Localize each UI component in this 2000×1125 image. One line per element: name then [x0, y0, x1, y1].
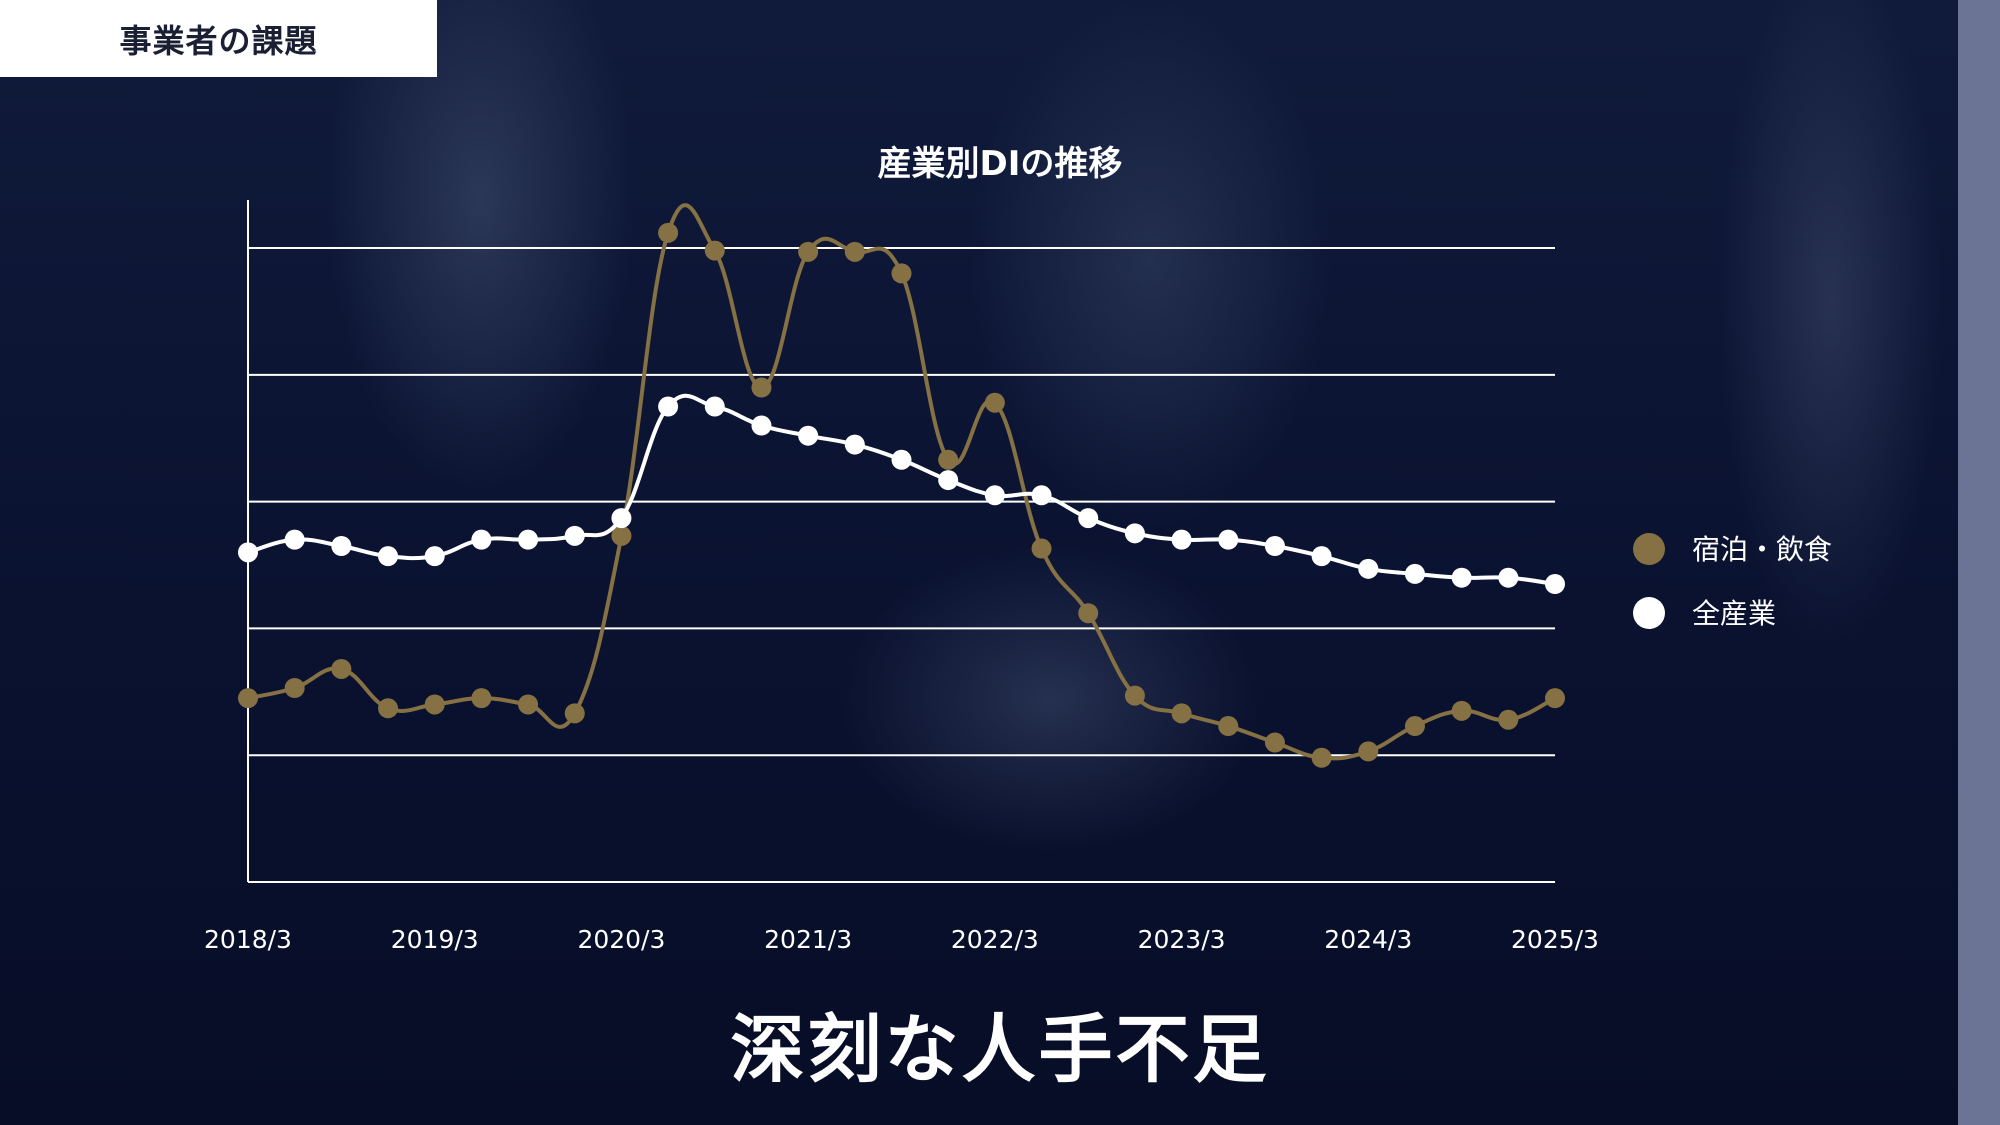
data-point [1264, 732, 1285, 753]
x-tick-label: 2020/3 [577, 925, 665, 954]
data-point [1358, 741, 1379, 762]
data-point [1171, 529, 1192, 550]
data-point [331, 536, 352, 556]
data-point [938, 470, 959, 491]
data-point [658, 396, 679, 417]
data-point [378, 546, 399, 567]
data-point [1264, 536, 1285, 556]
data-point [1124, 685, 1145, 706]
data-point [1218, 529, 1239, 550]
x-tick-label: 2022/3 [951, 925, 1039, 954]
data-point [1124, 523, 1145, 544]
data-point [611, 525, 632, 546]
chart-title: 産業別DIの推移 [878, 144, 1123, 184]
data-point [751, 415, 772, 436]
data-point [518, 694, 539, 715]
legend-marker [1633, 533, 1665, 565]
data-point [1078, 508, 1099, 529]
data-point [1451, 700, 1472, 721]
x-tick-label: 2019/3 [391, 925, 479, 954]
x-tick-label: 2024/3 [1324, 925, 1412, 954]
series-layer [238, 203, 1565, 768]
data-point [984, 485, 1005, 506]
legend-marker [1633, 597, 1665, 629]
data-point [1171, 703, 1192, 724]
data-point [984, 392, 1005, 413]
data-point [564, 525, 585, 546]
x-tick-label: 2021/3 [764, 925, 852, 954]
headline: 深刻な人手不足 [730, 1007, 1270, 1093]
data-point [238, 542, 258, 563]
data-point [1498, 709, 1519, 730]
data-point [938, 449, 959, 470]
data-point [1311, 747, 1332, 768]
data-point [1451, 567, 1472, 588]
data-point [1218, 716, 1239, 737]
data-point [1031, 538, 1052, 559]
data-point [331, 658, 352, 679]
data-point [471, 688, 492, 709]
data-point [1358, 558, 1379, 579]
data-point [471, 529, 492, 550]
data-point [1404, 716, 1425, 737]
legend-label: 宿泊・飲食 [1692, 533, 1832, 566]
data-point [238, 688, 258, 709]
data-point [424, 546, 445, 567]
x-tick-label: 2025/3 [1511, 925, 1599, 954]
data-point [844, 434, 865, 455]
data-point [518, 529, 539, 550]
x-tick-layer: 2018/3 2019/3 2020/3 2021/3 2022/3 2023/3 2024… [204, 925, 1599, 954]
data-point [284, 678, 305, 699]
data-point [424, 694, 445, 715]
data-point [798, 425, 819, 446]
data-point [704, 396, 725, 417]
data-point [611, 508, 632, 529]
series-all-industries [238, 393, 1565, 595]
data-point [704, 240, 725, 261]
data-point [1404, 563, 1425, 584]
data-point [1498, 567, 1519, 588]
data-point [751, 377, 772, 398]
data-point [844, 241, 865, 262]
data-point [1545, 688, 1565, 709]
data-point [1545, 574, 1565, 595]
legend-label: 全産業 [1692, 597, 1776, 630]
background-photo [0, 0, 1958, 1125]
data-point [1311, 546, 1332, 567]
axis-layer [247, 200, 1555, 883]
data-point [658, 222, 679, 243]
x-tick-label: 2023/3 [1138, 925, 1226, 954]
series-accommodation-food [238, 203, 1565, 768]
section-tag-label: 事業者の課題 [119, 21, 318, 60]
data-point [1078, 603, 1099, 624]
data-point [284, 529, 305, 550]
data-point [1031, 485, 1052, 506]
right-edge-panel [1958, 0, 2000, 1125]
data-point [378, 698, 399, 719]
data-point [564, 703, 585, 724]
series-line [247, 203, 1556, 761]
data-point [798, 241, 819, 262]
section-tag: 事業者の課題 [0, 0, 437, 77]
data-point [891, 263, 912, 284]
grid-layer [248, 247, 1555, 757]
x-tick-label: 2018/3 [204, 925, 292, 954]
data-point [891, 449, 912, 470]
